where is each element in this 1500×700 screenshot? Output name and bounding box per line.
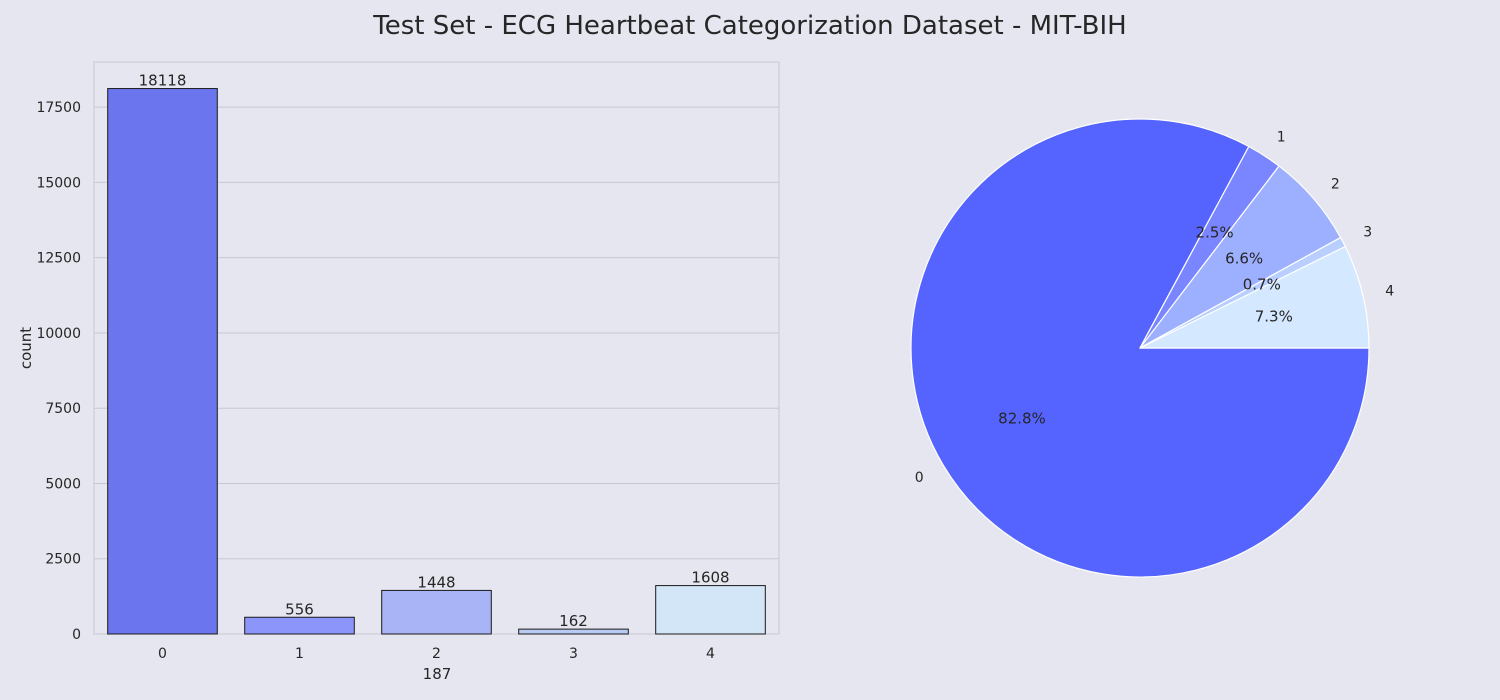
bar-series bbox=[107, 88, 766, 635]
bar bbox=[518, 628, 629, 635]
bar-x-tick-labels: 0 1 2 3 4 bbox=[158, 646, 715, 662]
pie-slices bbox=[910, 118, 1370, 578]
x-tick-label: 4 bbox=[706, 646, 715, 662]
pie-percent-label: 2.5% bbox=[1196, 224, 1234, 242]
y-tick-label: 10000 bbox=[36, 326, 81, 342]
bar-data-label: 1608 bbox=[691, 569, 729, 587]
bar-data-label: 162 bbox=[559, 612, 588, 630]
pie-chart: 0 1 2 3 4 82.8% 2.5% 6.6% 0.7% 7.3% bbox=[910, 118, 1395, 578]
pie-category-label: 2 bbox=[1331, 177, 1340, 193]
y-tick-label: 5000 bbox=[45, 476, 81, 492]
pie-percent-label: 82.8% bbox=[998, 409, 1046, 427]
bar-data-label: 18118 bbox=[139, 72, 187, 90]
bar bbox=[655, 585, 766, 635]
y-tick-label: 17500 bbox=[36, 100, 81, 116]
bar bbox=[244, 616, 355, 635]
figure-title: Test Set - ECG Heartbeat Categorization … bbox=[372, 11, 1126, 41]
bar-data-label: 1448 bbox=[417, 573, 455, 591]
bar-y-axis-label: count bbox=[17, 327, 35, 369]
bar bbox=[381, 589, 492, 635]
y-tick-label: 7500 bbox=[45, 401, 81, 417]
y-tick-label: 15000 bbox=[36, 175, 81, 191]
bar-chart: 0 2500 5000 7500 10000 12500 15000 17500 18118 5… bbox=[17, 61, 780, 683]
y-tick-label: 12500 bbox=[36, 251, 81, 267]
pie-category-label: 1 bbox=[1277, 129, 1286, 145]
bar-data-label: 556 bbox=[285, 600, 314, 618]
pie-percent-label: 7.3% bbox=[1255, 308, 1293, 326]
x-tick-label: 0 bbox=[158, 646, 167, 662]
y-tick-label: 0 bbox=[72, 627, 81, 643]
pie-slice bbox=[1139, 245, 1370, 349]
bar-x-axis-label: 187 bbox=[423, 665, 452, 683]
pie-percent-label: 6.6% bbox=[1225, 249, 1263, 267]
pie-category-label: 4 bbox=[1385, 284, 1394, 300]
y-tick-label: 2500 bbox=[45, 552, 81, 568]
bar-data-labels: 18118 556 1448 162 1608 bbox=[139, 72, 730, 631]
pie-percent-label: 0.7% bbox=[1243, 275, 1281, 293]
pie-category-label: 0 bbox=[915, 470, 924, 486]
pie-category-labels: 0 1 2 3 4 bbox=[915, 129, 1395, 486]
x-tick-label: 3 bbox=[569, 646, 578, 662]
x-tick-label: 1 bbox=[295, 646, 304, 662]
x-tick-label: 2 bbox=[432, 646, 441, 662]
pie-slice bbox=[910, 118, 1370, 578]
bar bbox=[107, 88, 218, 635]
pie-category-label: 3 bbox=[1363, 224, 1372, 240]
bar-y-tick-labels: 0 2500 5000 7500 10000 12500 15000 17500 bbox=[36, 100, 81, 643]
pie-percent-labels: 82.8% 2.5% 6.6% 0.7% 7.3% bbox=[998, 224, 1293, 428]
